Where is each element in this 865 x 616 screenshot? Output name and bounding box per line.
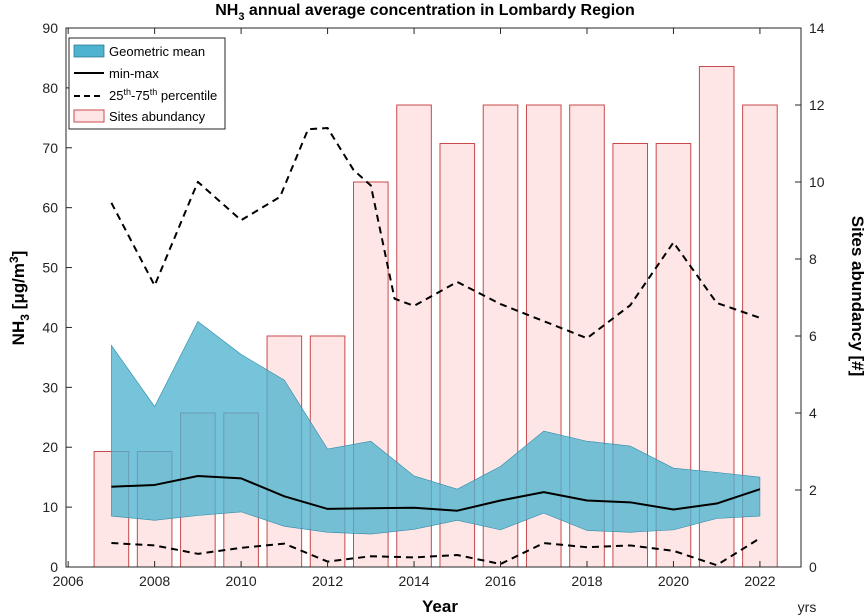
y2-tick-label-2: 2	[809, 482, 817, 498]
legend-pct-75: -75	[131, 88, 150, 103]
x-tick-label-2022: 2022	[744, 573, 775, 589]
legend-pct-th1: th	[123, 87, 131, 97]
x-tick-label-2010: 2010	[226, 573, 257, 589]
y-tick-label-80: 80	[42, 80, 58, 96]
x-tick-label-2020: 2020	[658, 573, 689, 589]
y-ticks: 0 10 20 30 40 50 60 70 80 90	[42, 20, 72, 575]
x-tick-label-2016: 2016	[485, 573, 516, 589]
legend-label-min-max: min-max	[109, 66, 159, 81]
y-tick-label-10: 10	[42, 499, 58, 515]
y-label-sub: 3	[18, 314, 32, 321]
y-label-unit: [μg/m	[9, 263, 28, 314]
legend-pct-rest: percentile	[157, 88, 217, 103]
y-label-sup: 3	[7, 256, 21, 263]
x-tick-label-2008: 2008	[139, 573, 170, 589]
y-label-main: NH	[9, 321, 28, 346]
y2-tick-label-4: 4	[809, 405, 817, 421]
y-label-close: ]	[9, 251, 28, 257]
geometric-mean-band	[111, 320, 761, 535]
x-tick-label-2014: 2014	[398, 573, 429, 589]
y-tick-label-30: 30	[42, 379, 58, 395]
x-axis-unit: yrs	[798, 599, 817, 615]
y-axis-label: NH3 [μg/m3]	[7, 251, 32, 346]
y2-tick-label-10: 10	[809, 174, 825, 190]
y2-tick-label-6: 6	[809, 328, 817, 344]
x-tick-label-2006: 2006	[53, 573, 84, 589]
y2-tick-label-14: 14	[809, 20, 825, 36]
y2-tick-label-12: 12	[809, 97, 825, 113]
y-tick-label-50: 50	[42, 260, 58, 276]
y2-ticks: 0 2 4 6 8 10 12 14	[795, 20, 825, 575]
legend-pct-th2: th	[150, 87, 158, 97]
y-tick-label-90: 90	[42, 20, 58, 36]
geometric-mean-area	[111, 320, 761, 535]
percentile-lower-line	[111, 537, 761, 567]
y2-tick-label-0: 0	[809, 559, 817, 575]
legend: Geometric mean min-max 25th-75th percent…	[68, 37, 226, 130]
percentile-upper-line	[110, 127, 761, 340]
legend-swatch-geometric-mean	[73, 44, 105, 58]
y-tick-label-40: 40	[42, 319, 58, 335]
legend-pct-25: 25	[109, 88, 123, 103]
x-axis-label: Year	[422, 597, 458, 616]
chart-title-main: NH	[215, 2, 238, 19]
chart-title-sub: 3	[238, 11, 244, 23]
y2-axis-label: Sites abundancy [#]	[848, 216, 865, 377]
legend-swatch-sites	[73, 109, 105, 123]
data-lines	[110, 127, 761, 567]
chart-title: NH3 annual average concentration in Lomb…	[215, 2, 635, 23]
y-tick-label-0: 0	[50, 559, 58, 575]
y-tick-label-20: 20	[42, 439, 58, 455]
x-ticks: 2006 2008 2010 2012 2014 2016 2018 2020 2022	[53, 28, 776, 589]
x-tick-label-2018: 2018	[571, 573, 602, 589]
y2-tick-label-8: 8	[809, 251, 817, 267]
y-tick-label-60: 60	[42, 200, 58, 216]
chart-title-rest: annual average concentration in Lombardy…	[244, 2, 634, 19]
y-tick-label-70: 70	[42, 140, 58, 156]
axes-frame	[65, 27, 802, 568]
x-tick-label-2012: 2012	[312, 573, 343, 589]
legend-label-percentile: 25th-75th percentile	[109, 87, 217, 103]
legend-label-sites: Sites abundancy	[109, 109, 206, 124]
central-line	[111, 474, 761, 512]
legend-label-geometric-mean: Geometric mean	[109, 44, 205, 59]
